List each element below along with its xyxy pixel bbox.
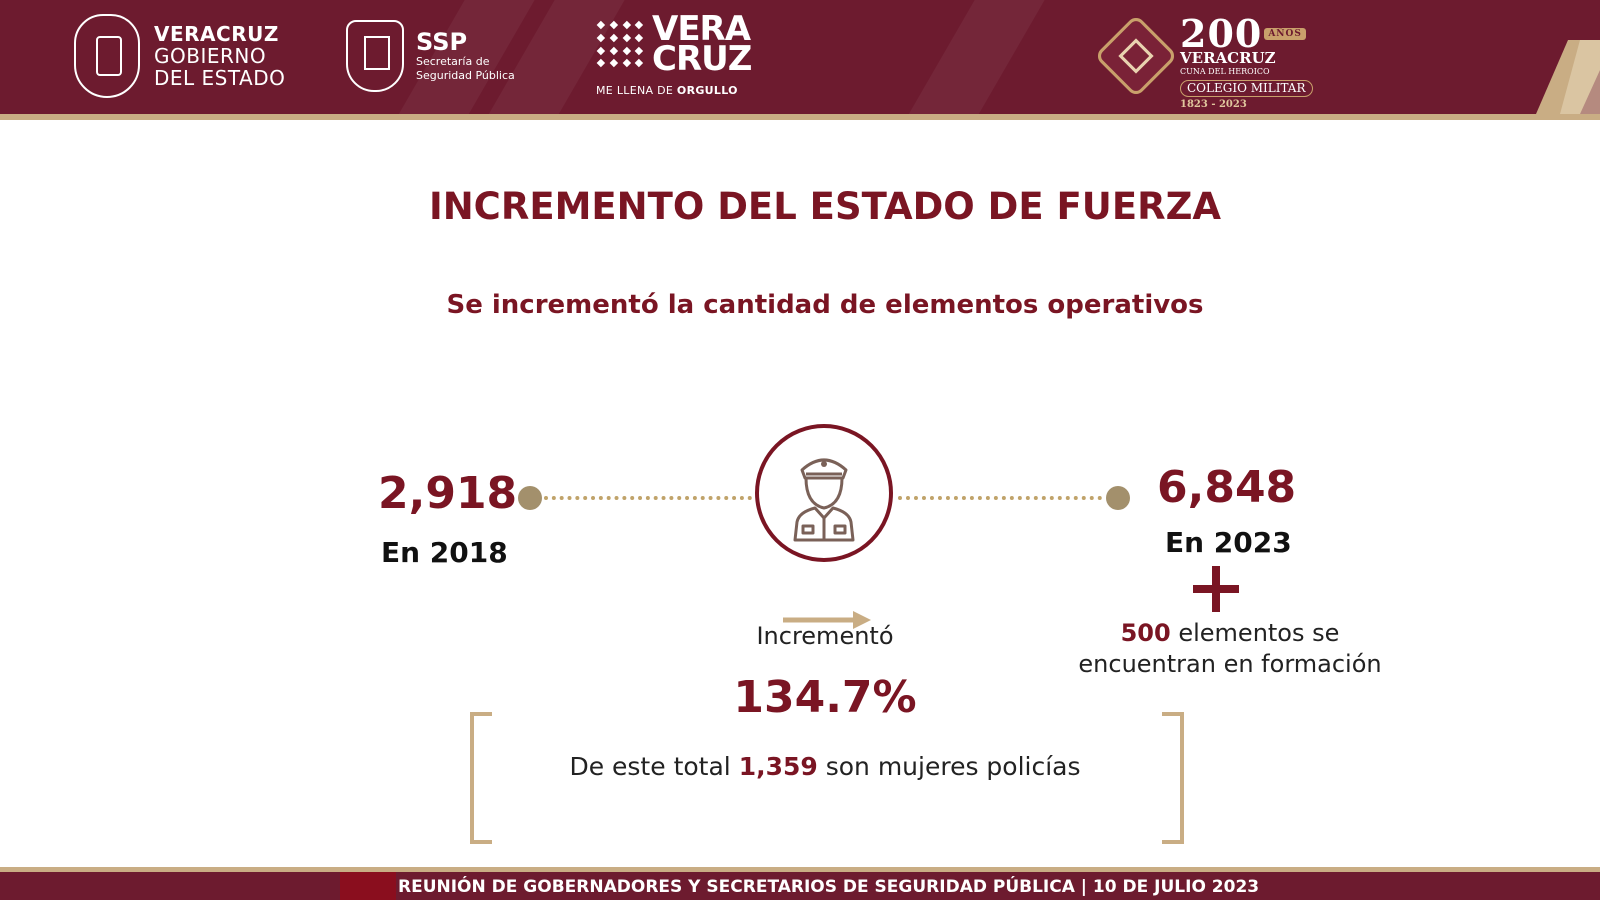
page-subtitle: Se incrementó la cantidad de elementos o… [446, 290, 1204, 320]
increase-label: Incrementó [756, 622, 894, 650]
veracruz-tag-regular: ME LLENA DE [596, 84, 674, 97]
gobierno-veracruz-logo: VERACRUZ GOBIERNO DEL ESTADO [74, 14, 285, 98]
footer-divider [0, 867, 1600, 872]
anniv-colegio: COLEGIO MILITAR [1180, 80, 1313, 97]
footer-banner: REUNIÓN DE GOBERNADORES Y SECRETARIOS DE… [0, 872, 1600, 900]
header-decoration [882, 0, 1068, 114]
bracket-left [470, 712, 492, 844]
arrow-right-icon [783, 611, 871, 629]
gobierno-line3: DEL ESTADO [154, 66, 286, 90]
training-text-2: encuentran en formación [1078, 650, 1382, 678]
footer-text: REUNIÓN DE GOBERNADORES Y SECRETARIOS DE… [398, 877, 1260, 897]
ssp-logo: SSP Secretaría de Seguridad Pública [346, 20, 515, 92]
bracket-right [1162, 712, 1184, 844]
training-count: 500 [1120, 619, 1171, 647]
end-label: En 2023 [1165, 526, 1292, 559]
end-value: 6,848 [1157, 462, 1297, 513]
header-divider [0, 114, 1600, 120]
women-prefix: De este total [569, 752, 731, 781]
timeline-line-right [898, 496, 1102, 500]
veracruz-tag-bold: ORGULLO [676, 84, 738, 97]
women-suffix: son mujeres policías [825, 752, 1081, 781]
header-banner: VERACRUZ GOBIERNO DEL ESTADO SSP Secreta… [0, 0, 1600, 114]
veracruz-brand-logo: VERA CRUZ ME LLENA DE ORGULLO [596, 9, 752, 97]
start-label: En 2018 [381, 536, 508, 569]
anniversary-emblem-icon [1094, 14, 1178, 98]
anniv-cuna: CUNA DEL HEROICO [1180, 67, 1270, 76]
veracruz-line2: CRUZ [652, 39, 752, 79]
anniv-state: VERACRUZ [1180, 49, 1276, 67]
header-corner-decoration [1536, 40, 1600, 114]
veracruz-pattern-icon [596, 20, 644, 68]
anniv-anos: AÑOS [1264, 28, 1306, 40]
women-count: 1,359 [738, 752, 818, 781]
anniv-years: 1823 - 2023 [1180, 99, 1247, 110]
footer-accent [340, 872, 396, 900]
timeline-end-dot [1106, 486, 1130, 510]
veracruz-line1: VERA [652, 9, 751, 49]
timeline-start-dot [518, 486, 542, 510]
timeline-line-left [544, 496, 752, 500]
ssp-line1: Secretaría de [416, 55, 490, 68]
anniv-number: 200 [1180, 11, 1263, 56]
police-officer-icon [793, 458, 855, 542]
training-note: 500 elementos se encuentran en formación [1030, 618, 1430, 680]
start-value: 2,918 [378, 468, 518, 519]
women-note: De este total 1,359 son mujeres policías [500, 752, 1150, 781]
plus-icon [1193, 566, 1239, 612]
anniversary-logo: 200 AÑOS VERACRUZ CUNA DEL HEROICO COLEGI… [1094, 14, 1313, 113]
officer-badge [755, 424, 893, 562]
ssp-acronym: SSP [416, 28, 468, 56]
increase-percentage: 134.7% [733, 672, 917, 723]
training-text-1: elementos se [1178, 619, 1340, 647]
ssp-shield-icon [346, 20, 404, 92]
veracruz-tagline: ME LLENA DE ORGULLO [596, 84, 751, 97]
gobierno-line1: VERACRUZ [154, 22, 279, 46]
ssp-line2: Seguridad Pública [416, 69, 515, 82]
gobierno-line2: GOBIERNO [154, 44, 267, 68]
veracruz-coat-of-arms-icon [74, 14, 140, 98]
page-title: INCREMENTO DEL ESTADO DE FUERZA [428, 185, 1222, 228]
